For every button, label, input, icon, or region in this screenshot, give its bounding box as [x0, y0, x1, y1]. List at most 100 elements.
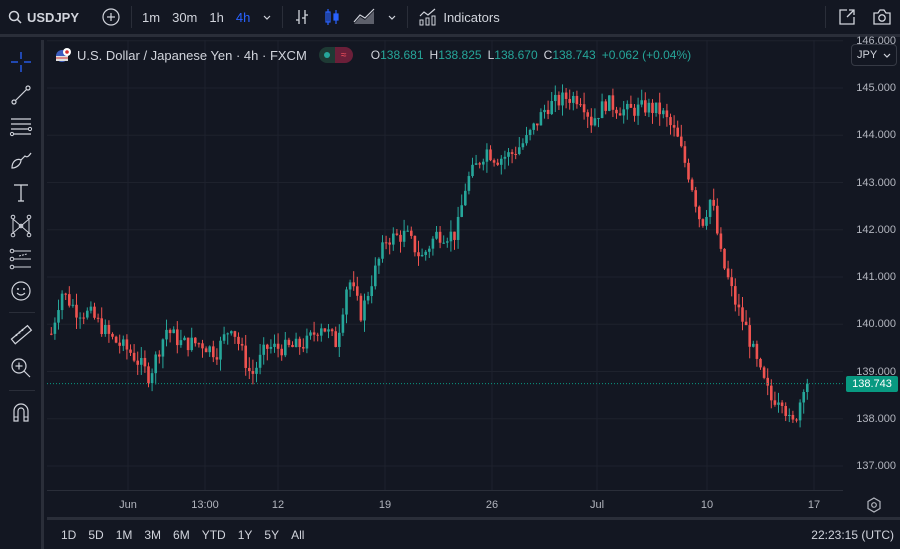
magnet-tool[interactable]: [8, 399, 34, 425]
candle-body: [345, 289, 348, 315]
pattern-tool[interactable]: [8, 213, 34, 239]
time-tick-label: Jun: [119, 499, 137, 511]
candle-body: [716, 205, 719, 234]
interval-label: 1h: [209, 9, 224, 25]
symbol-search-button[interactable]: USDJPY: [0, 0, 85, 34]
drawing-toolbar: [0, 40, 44, 549]
candle-body: [701, 219, 705, 226]
candle-body: [392, 233, 395, 245]
candle-body: [366, 296, 370, 301]
candle-body: [291, 344, 294, 348]
candle-body: [456, 216, 460, 240]
symbol-description[interactable]: U.S. Dollar / Japanese Yen · 4h · FXCM: [77, 47, 307, 63]
prediction-tool[interactable]: [8, 246, 34, 272]
price-tick-label: 138.000: [856, 412, 896, 425]
range-button-ytd[interactable]: YTD: [201, 527, 226, 542]
chart-settings-button[interactable]: [866, 497, 882, 518]
indicators-button[interactable]: Indicators: [412, 0, 505, 34]
pattern-icon: [10, 214, 32, 238]
candle-body: [305, 335, 309, 349]
fullscreen-button[interactable]: [830, 0, 864, 34]
candle-body: [140, 357, 143, 365]
candle-body: [467, 176, 471, 191]
candle-body: [795, 419, 798, 421]
chart-type-dropdown-button[interactable]: [381, 0, 403, 34]
candle-body: [759, 358, 762, 368]
screenshot-button[interactable]: [864, 0, 900, 34]
smiley-icon: [11, 281, 31, 301]
close-key: C: [543, 48, 553, 62]
area-style-button[interactable]: [347, 0, 381, 34]
candle-body: [507, 152, 510, 157]
candle-body: [68, 294, 71, 306]
market-status-pill[interactable]: ≈: [318, 47, 353, 63]
candle-body: [478, 163, 481, 165]
range-button-1y[interactable]: 1Y: [237, 527, 253, 542]
candle-body: [712, 199, 715, 206]
price-axis[interactable]: 146.000 145.000 144.000 143.000 142.000 141.0…: [843, 35, 900, 490]
interval-30m[interactable]: 30m: [166, 0, 203, 34]
range-button-1d[interactable]: 1D: [61, 527, 77, 542]
compare-symbol-button[interactable]: [95, 0, 127, 34]
low-key: L: [487, 48, 495, 62]
time-axis[interactable]: Jun 13:00 12 19 26 Jul 10 17: [47, 490, 843, 517]
candle-body: [525, 135, 528, 144]
candle-body: [640, 100, 643, 105]
candle-body: [791, 414, 795, 420]
indicators-label: Indicators: [443, 9, 500, 25]
emoji-tool[interactable]: [8, 278, 34, 304]
time-tick-label: Jul: [589, 499, 605, 511]
range-buttons: 1D 5D 1M 3M 6M YTD 1Y 5Y All: [55, 528, 310, 542]
candle-body: [568, 98, 571, 103]
candle-body: [161, 339, 165, 357]
candle-body: [680, 136, 683, 147]
candle-body: [806, 383, 809, 392]
range-button-3m[interactable]: 3M: [144, 527, 162, 542]
text-tool[interactable]: [8, 180, 34, 206]
interval-1h[interactable]: 1h: [203, 0, 229, 34]
clock[interactable]: 22:23:15 (UTC): [811, 527, 894, 542]
candle-body: [129, 349, 132, 353]
settings-icon: [867, 497, 881, 513]
candle-body: [694, 190, 697, 207]
candle-body: [50, 333, 53, 335]
interval-1m[interactable]: 1m: [136, 0, 166, 34]
trend-line-tool[interactable]: [8, 82, 34, 108]
candle-body: [676, 127, 679, 137]
candle-body: [802, 391, 805, 403]
brush-tool[interactable]: [8, 147, 34, 173]
interval-4h[interactable]: 4h: [230, 0, 256, 34]
time-tick-label: 19: [378, 499, 392, 511]
measure-tool[interactable]: [8, 322, 34, 348]
currency-selector[interactable]: JPY: [851, 44, 897, 66]
candle-body: [262, 344, 265, 355]
zoom-in-tool[interactable]: [8, 355, 34, 381]
interval-dropdown-button[interactable]: [256, 0, 278, 34]
candles-style-button[interactable]: [317, 0, 347, 34]
candle-body: [629, 103, 633, 108]
candle-body: [611, 95, 615, 110]
price-tick-label: 137.000: [856, 460, 896, 472]
candle-body: [136, 360, 139, 365]
crosshair-tool[interactable]: [8, 49, 34, 75]
candle-body: [302, 347, 305, 349]
time-tick-label: 10: [700, 499, 714, 511]
range-button-1m[interactable]: 1M: [115, 527, 133, 542]
candle-body: [204, 348, 208, 353]
candle-body: [496, 162, 499, 165]
candle-body: [255, 367, 258, 374]
crosshair-icon: [11, 52, 31, 72]
candle-body: [93, 306, 96, 318]
range-button-5d[interactable]: 5D: [88, 527, 104, 542]
price-chart[interactable]: [47, 40, 843, 490]
candle-body: [593, 118, 597, 126]
bars-style-button[interactable]: [287, 0, 317, 34]
range-button-5y[interactable]: 5Y: [264, 527, 280, 542]
candle-body: [107, 324, 111, 334]
candle-body: [395, 233, 399, 235]
fib-retracement-tool[interactable]: [8, 114, 34, 140]
range-button-6m[interactable]: 6M: [173, 527, 190, 542]
candle-body: [215, 357, 219, 360]
range-button-all[interactable]: All: [291, 527, 305, 542]
candle-body: [528, 129, 532, 136]
